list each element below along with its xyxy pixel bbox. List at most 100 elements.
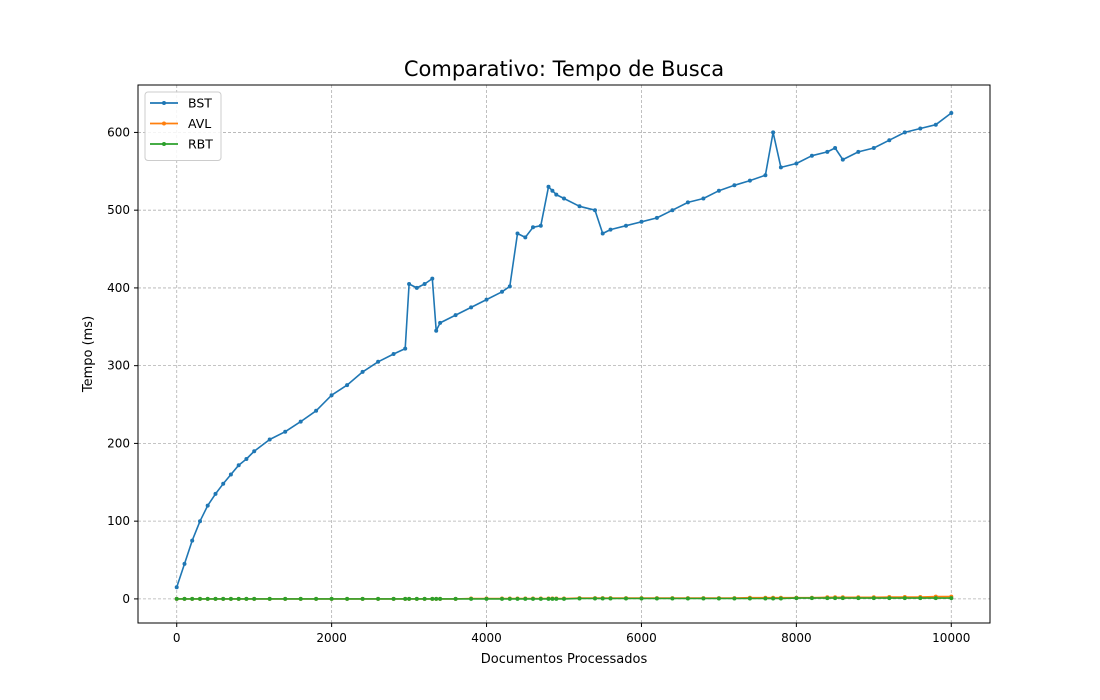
x-tick-label: 0 <box>173 631 181 645</box>
y-tick-label: 500 <box>107 203 130 217</box>
data-point <box>918 126 923 131</box>
data-point <box>314 596 319 601</box>
data-point <box>670 208 675 213</box>
data-point <box>198 596 202 601</box>
data-point <box>701 596 706 601</box>
data-point <box>763 596 768 601</box>
data-point <box>434 328 439 333</box>
data-point <box>407 282 412 286</box>
data-point <box>856 596 861 601</box>
y-tick-label: 0 <box>122 592 130 606</box>
data-point <box>624 596 628 601</box>
data-point <box>345 596 350 601</box>
series-line <box>176 597 952 600</box>
data-point <box>228 472 233 477</box>
data-point <box>205 596 210 601</box>
data-point <box>500 289 504 294</box>
data-point <box>840 157 845 162</box>
data-point <box>732 183 737 188</box>
series-layer <box>174 111 954 601</box>
data-point <box>403 596 408 601</box>
data-point <box>949 111 954 115</box>
data-point <box>360 369 365 374</box>
data-point <box>918 596 923 601</box>
data-point <box>329 393 334 398</box>
data-point <box>763 173 768 178</box>
data-point <box>430 596 435 601</box>
x-tick-label: 6000 <box>626 631 657 645</box>
data-point <box>716 188 721 193</box>
data-point <box>794 596 799 601</box>
x-tick-label: 4000 <box>471 631 502 645</box>
legend-marker <box>162 121 166 126</box>
data-point <box>600 231 605 236</box>
data-point <box>593 596 597 601</box>
legend-label: AVL <box>188 116 211 131</box>
y-tick-label: 100 <box>107 514 130 528</box>
data-point <box>562 596 566 601</box>
y-tick-label: 600 <box>107 125 130 139</box>
data-point <box>550 596 555 601</box>
data-point <box>732 596 737 601</box>
legend-item-avl: AVL <box>150 116 211 131</box>
series-line <box>175 112 952 588</box>
data-point <box>554 596 559 601</box>
data-point <box>453 313 458 318</box>
data-point <box>469 305 474 310</box>
data-point <box>871 146 876 150</box>
data-point <box>794 161 799 166</box>
data-point <box>298 419 303 424</box>
data-point <box>469 596 474 601</box>
data-point <box>376 359 381 364</box>
data-point <box>538 223 543 228</box>
data-point <box>685 200 690 205</box>
data-point <box>887 596 892 601</box>
data-point <box>190 596 195 601</box>
data-point <box>244 457 249 461</box>
data-point <box>546 596 551 601</box>
data-point <box>654 596 659 601</box>
series-rbt <box>174 596 954 601</box>
x-tick-label: 2000 <box>316 631 347 645</box>
data-point <box>221 481 226 486</box>
data-point <box>887 138 892 143</box>
data-point <box>562 196 566 201</box>
data-point <box>252 449 257 454</box>
data-point <box>577 596 582 601</box>
data-point <box>771 130 776 135</box>
data-point <box>430 276 435 281</box>
data-point <box>902 596 907 601</box>
data-point <box>639 596 644 601</box>
data-point <box>546 184 551 189</box>
data-point <box>523 235 528 240</box>
data-point <box>391 596 396 601</box>
data-point <box>345 383 350 388</box>
data-point <box>228 596 233 601</box>
data-point <box>577 204 582 209</box>
data-point <box>716 596 721 601</box>
data-point <box>531 596 535 601</box>
legend-marker <box>162 142 166 146</box>
y-tick-label: 400 <box>107 281 130 295</box>
legend-label: RBT <box>188 137 213 152</box>
y-tick-label: 200 <box>107 436 130 450</box>
y-axis-label: Tempo (ms) <box>81 316 96 393</box>
data-point <box>403 346 408 351</box>
chart-title: Comparativo: Tempo de Busca <box>404 57 724 81</box>
data-point <box>298 596 303 601</box>
data-point <box>507 596 512 601</box>
data-point <box>438 596 443 601</box>
data-point <box>608 227 613 232</box>
y-tick-label: 300 <box>107 359 130 373</box>
data-point <box>593 208 597 213</box>
data-point <box>213 491 218 496</box>
data-point <box>174 596 179 601</box>
data-point <box>933 122 938 127</box>
data-point <box>236 463 241 468</box>
data-point <box>422 596 427 601</box>
data-point <box>414 285 419 290</box>
data-point <box>833 146 838 150</box>
data-point <box>531 225 535 230</box>
